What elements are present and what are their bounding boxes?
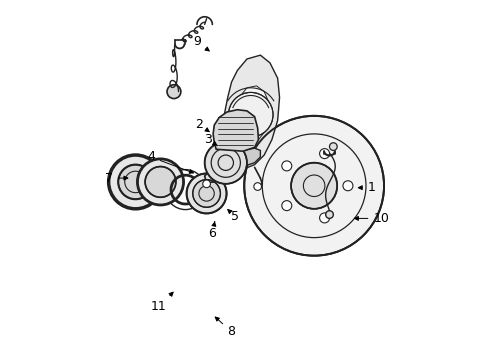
Circle shape [167, 85, 181, 99]
Circle shape [319, 149, 330, 159]
Circle shape [187, 174, 226, 213]
Text: 8: 8 [215, 317, 236, 338]
Text: 5: 5 [228, 210, 240, 223]
Circle shape [329, 143, 337, 150]
Circle shape [254, 183, 262, 190]
Circle shape [193, 180, 221, 207]
Circle shape [282, 201, 292, 211]
Text: 2: 2 [195, 118, 209, 132]
Polygon shape [212, 148, 260, 167]
Circle shape [244, 116, 384, 256]
Circle shape [138, 159, 184, 205]
Circle shape [228, 93, 273, 137]
Text: 6: 6 [208, 222, 216, 240]
Text: 4: 4 [147, 150, 194, 173]
Text: 7: 7 [105, 172, 128, 185]
Text: 11: 11 [151, 292, 173, 313]
Circle shape [203, 180, 210, 188]
Circle shape [109, 155, 162, 209]
Circle shape [319, 213, 330, 223]
Polygon shape [213, 110, 258, 151]
Text: 1: 1 [358, 181, 376, 194]
Circle shape [205, 141, 247, 184]
Circle shape [282, 161, 292, 171]
Polygon shape [216, 55, 280, 168]
Text: 10: 10 [354, 212, 389, 225]
Circle shape [291, 163, 337, 209]
Text: 3: 3 [204, 133, 218, 146]
Circle shape [326, 211, 333, 219]
Circle shape [145, 167, 176, 197]
Text: 9: 9 [193, 35, 209, 51]
Circle shape [343, 181, 353, 191]
Circle shape [118, 165, 153, 199]
Polygon shape [230, 86, 270, 144]
